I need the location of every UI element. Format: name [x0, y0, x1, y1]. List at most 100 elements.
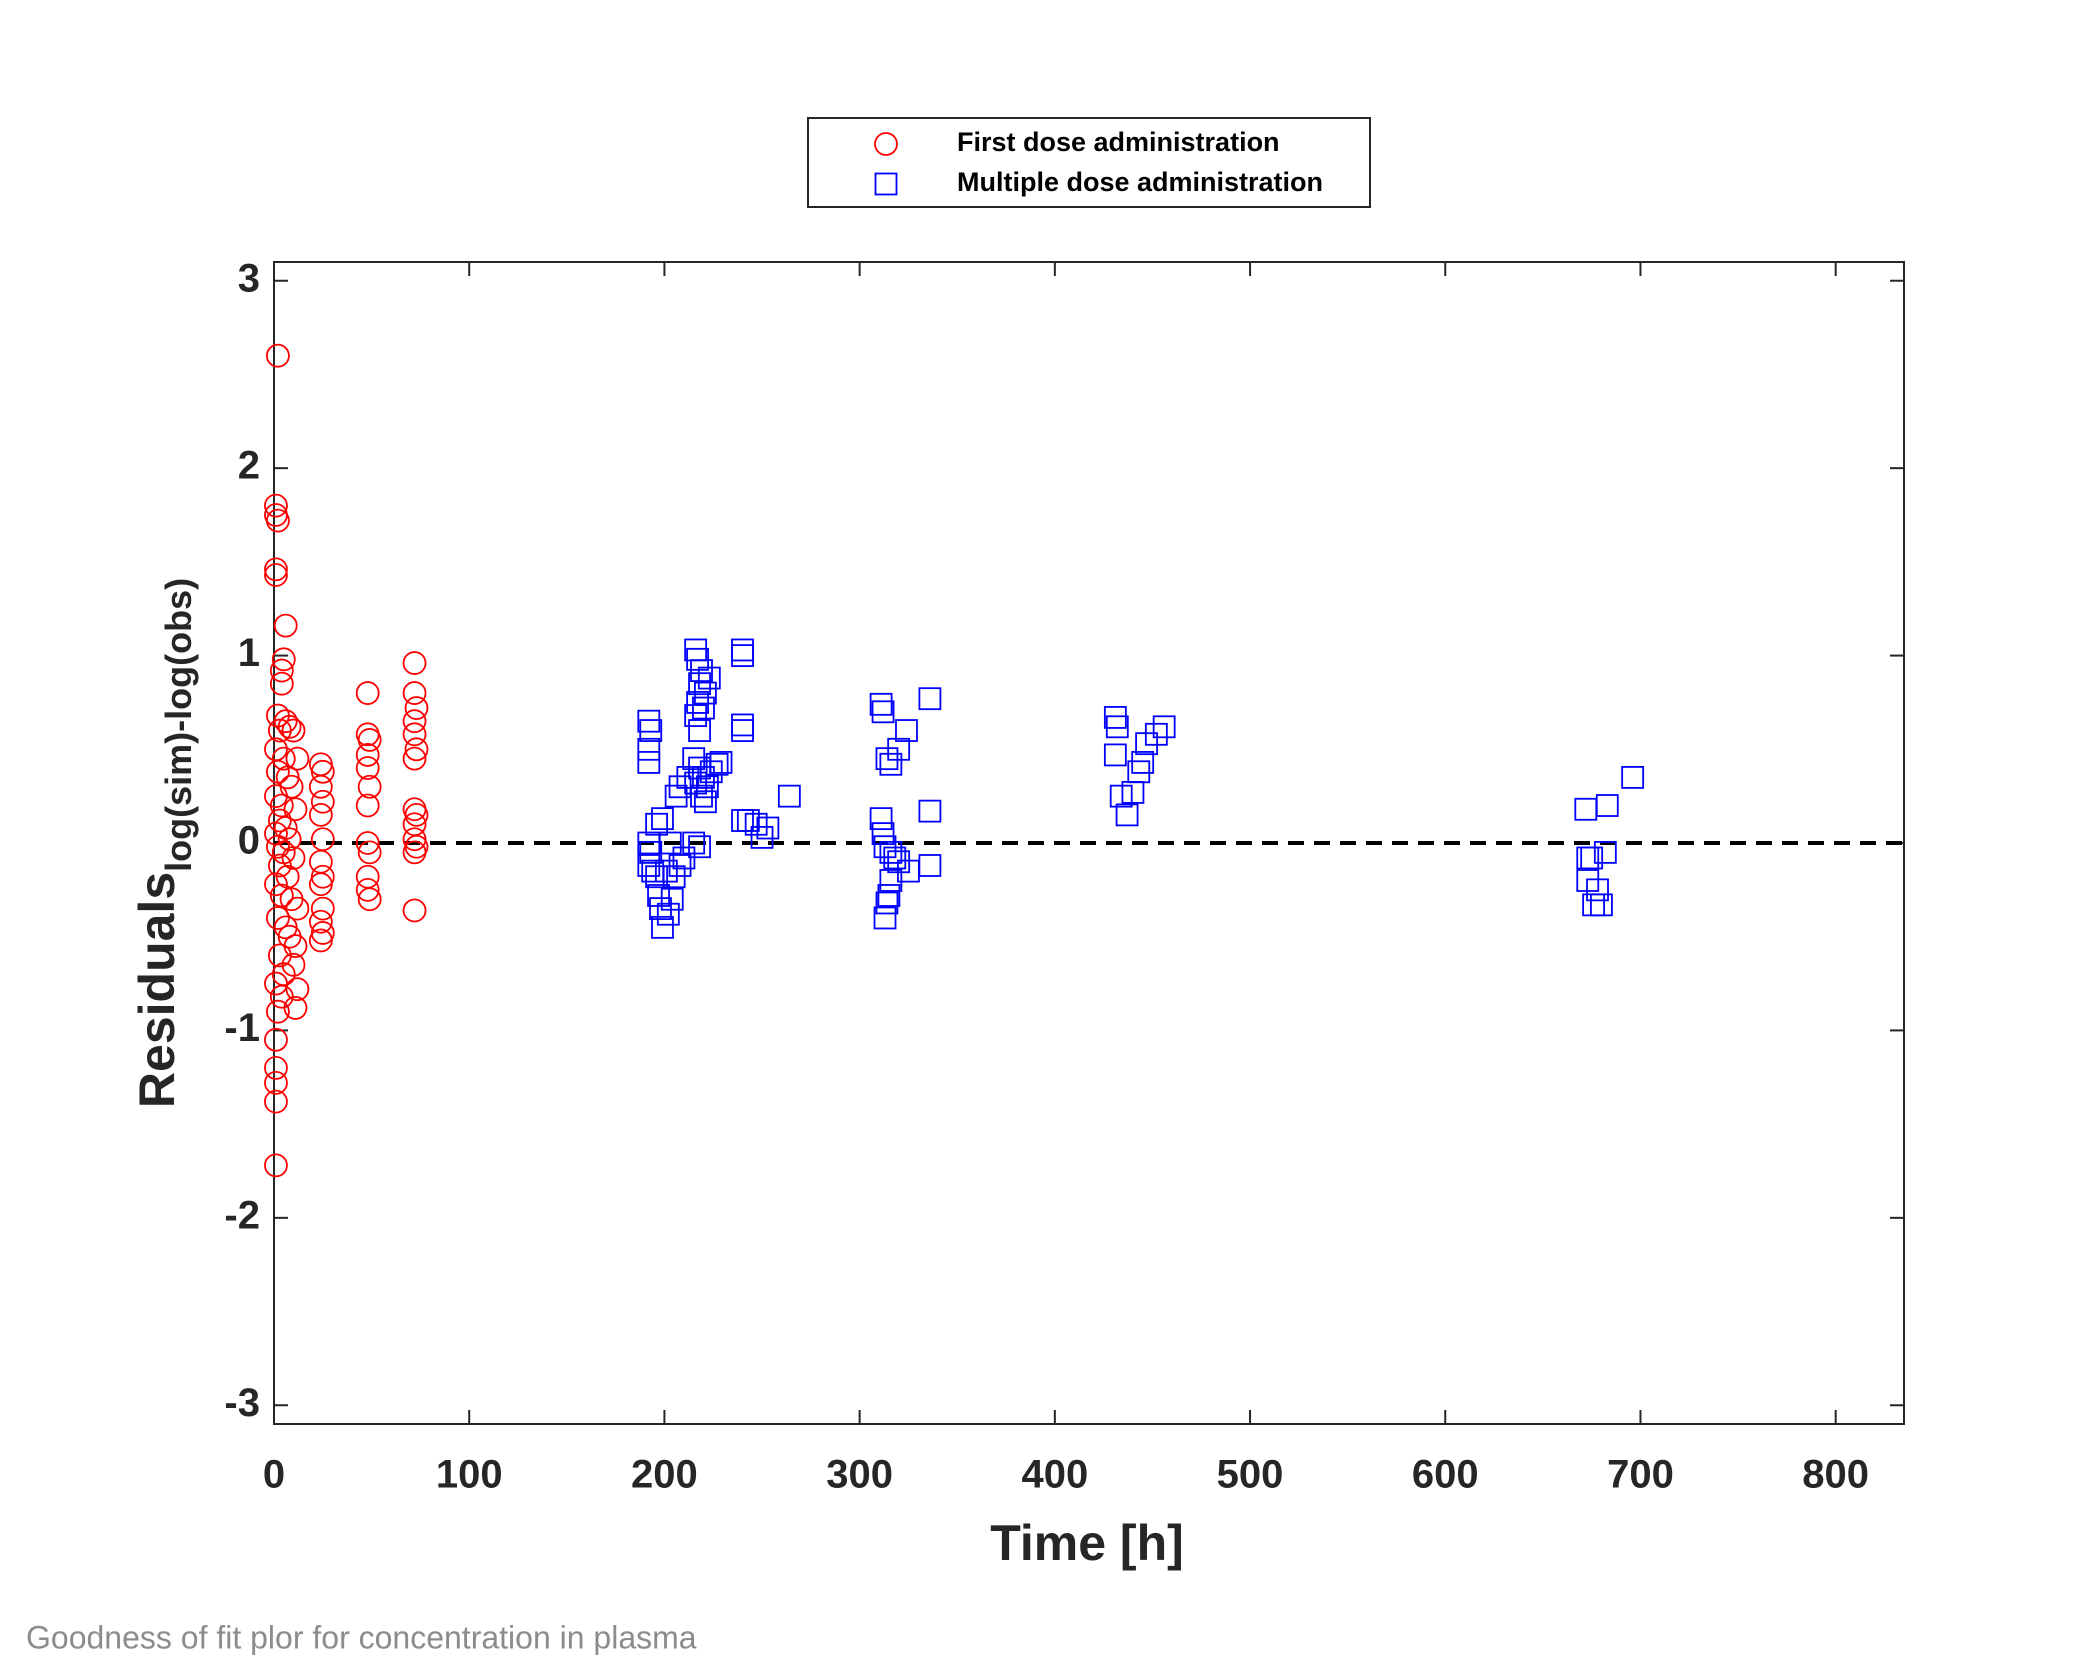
point	[645, 812, 669, 836]
point	[879, 869, 903, 892]
point	[1144, 722, 1168, 746]
point	[731, 719, 754, 742]
point	[269, 658, 294, 683]
point	[895, 719, 918, 742]
point	[918, 687, 942, 711]
point	[266, 508, 290, 533]
point	[705, 752, 729, 776]
point	[1593, 840, 1617, 864]
point	[355, 877, 380, 902]
point	[658, 831, 682, 855]
point	[275, 864, 300, 889]
point	[639, 840, 663, 864]
point	[692, 696, 715, 720]
point	[654, 859, 678, 883]
point	[267, 808, 292, 833]
point	[404, 737, 429, 762]
point	[1105, 715, 1129, 739]
point	[310, 896, 335, 921]
point	[285, 977, 310, 1002]
point	[355, 681, 380, 705]
point	[266, 999, 290, 1024]
legend-marker	[874, 172, 898, 196]
point	[690, 784, 713, 808]
x-tick-label: 200	[631, 1453, 698, 1497]
point	[709, 751, 733, 774]
point	[267, 718, 292, 743]
x-tick-label: 800	[1802, 1453, 1869, 1497]
point	[651, 915, 674, 939]
y-tick-label: 0	[238, 819, 260, 863]
point	[355, 831, 380, 855]
point	[271, 647, 296, 672]
point	[281, 952, 306, 977]
point	[264, 872, 288, 897]
point	[879, 840, 903, 864]
point	[1127, 760, 1151, 784]
point	[404, 696, 429, 720]
point	[308, 774, 333, 799]
point	[750, 825, 774, 849]
point	[1103, 706, 1127, 729]
point	[1115, 803, 1139, 827]
y-tick-label: -3	[224, 1381, 260, 1425]
point	[664, 784, 688, 808]
point	[277, 714, 302, 739]
y-axis-label-group: Residualslog(sim)-log(obs)	[129, 578, 198, 1108]
point	[1595, 794, 1619, 817]
x-axis-label: Time [h]	[990, 1515, 1184, 1571]
point	[887, 737, 911, 761]
point	[269, 671, 294, 696]
legend-box	[807, 117, 1371, 208]
point	[875, 891, 899, 915]
y-tick-label: 3	[238, 256, 260, 300]
point	[402, 651, 427, 675]
point	[264, 1153, 288, 1178]
point	[918, 799, 942, 823]
point	[355, 756, 380, 780]
y-tick-label: -2	[224, 1193, 260, 1237]
y-tick-label: 2	[238, 444, 260, 488]
point	[692, 766, 715, 789]
point	[684, 771, 708, 795]
point	[660, 887, 684, 911]
y-tick-label: -1	[224, 1006, 260, 1050]
point	[656, 902, 680, 926]
point	[686, 691, 710, 714]
point	[871, 700, 895, 724]
point	[875, 747, 899, 771]
point	[308, 909, 333, 934]
point	[676, 766, 700, 789]
point	[869, 807, 893, 831]
point	[402, 898, 427, 923]
point	[402, 681, 427, 705]
point	[1590, 893, 1613, 917]
point	[266, 343, 290, 368]
point	[355, 743, 380, 767]
point	[281, 846, 306, 870]
point	[682, 831, 706, 855]
point	[310, 789, 335, 814]
point	[264, 493, 288, 518]
legend-label: Multiple dose administration	[957, 167, 1323, 197]
point	[269, 883, 294, 908]
point	[1131, 751, 1155, 774]
point	[277, 827, 302, 852]
point	[697, 666, 721, 690]
point	[264, 1070, 288, 1095]
y-axis-label: Residualslog(sim)-log(obs)	[129, 578, 198, 1108]
point	[402, 746, 427, 771]
point	[869, 692, 893, 716]
point	[873, 906, 897, 930]
point	[285, 746, 310, 771]
point	[637, 709, 661, 733]
y-label-main: Residuals	[129, 872, 185, 1108]
point	[651, 807, 674, 831]
point	[264, 563, 288, 587]
point	[731, 644, 754, 667]
point	[637, 751, 661, 774]
point	[264, 557, 288, 582]
point	[877, 884, 901, 907]
point	[688, 835, 711, 859]
